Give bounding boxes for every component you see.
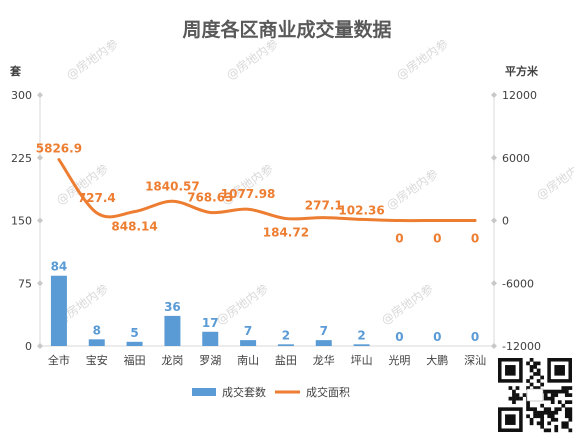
bar-value-label: 2 <box>357 328 365 342</box>
left-tick-marker <box>37 92 43 98</box>
left-tick-label: 225 <box>11 152 32 165</box>
bar-mark <box>88 339 105 346</box>
left-tick-marker <box>37 343 43 349</box>
watermark-text: @房地内参 <box>383 166 441 213</box>
line-series <box>57 158 477 223</box>
category-label: 深汕 <box>464 354 486 367</box>
left-tick-marker <box>37 154 43 161</box>
category-label: 南山 <box>237 354 259 367</box>
line-value-label: 727.4 <box>78 191 116 205</box>
line-value-label: 1840.57 <box>145 179 200 193</box>
category-label: 盐田 <box>275 354 297 367</box>
category-label: 大鹏 <box>426 353 448 367</box>
category-label: 坪山 <box>351 354 373 367</box>
bar-mark <box>353 344 370 346</box>
line-value-label: 102.36 <box>338 203 384 217</box>
right-axis-unit: 平方米 <box>505 64 539 78</box>
bar-value-label: 5 <box>130 326 138 340</box>
bar-mark <box>202 331 219 346</box>
watermark-text: @房地内参 <box>213 281 271 328</box>
right-tick-label: 12000 <box>502 89 537 102</box>
line-value-label: 768.63 <box>187 190 233 204</box>
bar-value-label: 7 <box>320 324 328 338</box>
category-label: 罗湖 <box>199 354 221 367</box>
bar-value-label: 0 <box>471 330 479 344</box>
bar-mark <box>277 344 294 346</box>
bar-value-label: 2 <box>282 328 290 342</box>
left-tick-marker <box>37 217 43 224</box>
bar-series <box>50 275 370 346</box>
left-axis-unit: 套 <box>10 64 22 78</box>
axes: 075150225300-12000-60000600012000全市 宝安 福田龙… <box>11 89 541 367</box>
bar-mark <box>126 341 143 346</box>
legend-label-bar: 成交套数 <box>222 385 266 399</box>
watermark-text: @房地内参 <box>533 156 574 203</box>
left-tick-label: 150 <box>11 215 32 228</box>
line-value-label: 5826.9 <box>36 142 82 156</box>
left-tick-label: 75 <box>18 277 32 290</box>
right-tick-label: -6000 <box>502 277 534 290</box>
bar-mark <box>315 340 332 346</box>
right-tick-marker <box>491 343 497 349</box>
bar-value-label: 84 <box>51 260 68 274</box>
line-value-label: 184.72 <box>263 226 309 240</box>
category-label: 福田 <box>124 353 146 367</box>
bar-mark <box>164 315 181 346</box>
category-label: 宝安 <box>86 353 108 367</box>
legend-swatch-bar <box>192 388 216 396</box>
line-value-label: 277.1 <box>305 199 343 213</box>
bar-value-label: 8 <box>93 323 101 337</box>
line-value-label: 0 <box>395 232 403 246</box>
chart-title: 周度各区商业成交量数据 <box>182 18 391 41</box>
category-label: 龙华 <box>313 353 335 367</box>
legend-label-line: 成交面积 <box>306 385 350 399</box>
category-label: 光明 <box>388 353 410 367</box>
watermark-text: @房地内参 <box>378 281 436 328</box>
area-line-path <box>57 158 477 223</box>
bar-value-label: 0 <box>433 330 441 344</box>
line-value-label: 848.14 <box>111 220 157 234</box>
left-tick-marker <box>37 280 43 287</box>
data-labels: 84 8 5 36 17 7 2 7 2 0 0 0 5826.9 727.4 848.14 1840.577… <box>36 142 480 344</box>
line-value-label: 0 <box>471 232 479 246</box>
bar-mark <box>50 275 67 346</box>
right-tick-label: -12000 <box>502 340 541 353</box>
bar-mark <box>240 340 257 346</box>
right-tick-marker <box>491 92 497 98</box>
watermark-text: @房地内参 <box>393 36 451 83</box>
watermark-text: @房地内参 <box>223 36 281 83</box>
bar-value-label: 36 <box>164 300 181 314</box>
line-value-label: 1077.98 <box>221 187 276 201</box>
right-tick-marker <box>491 154 497 161</box>
bar-value-label: 17 <box>202 316 219 330</box>
right-tick-label: 0 <box>502 215 509 228</box>
bar-value-label: 7 <box>244 324 252 338</box>
right-tick-marker <box>491 217 497 224</box>
left-tick-label: 0 <box>25 340 32 353</box>
left-tick-label: 300 <box>11 89 32 102</box>
bar-value-label: 0 <box>395 330 403 344</box>
legend: 成交套数 成交面积 <box>192 385 350 399</box>
qr-code-image <box>496 356 574 434</box>
line-value-label: 0 <box>433 232 441 246</box>
category-label: 龙岗 <box>161 354 183 367</box>
right-tick-label: 6000 <box>502 152 530 165</box>
watermark-text: @房地内参 <box>63 36 121 83</box>
category-label: 全市 <box>48 353 70 367</box>
right-tick-marker <box>491 280 497 287</box>
